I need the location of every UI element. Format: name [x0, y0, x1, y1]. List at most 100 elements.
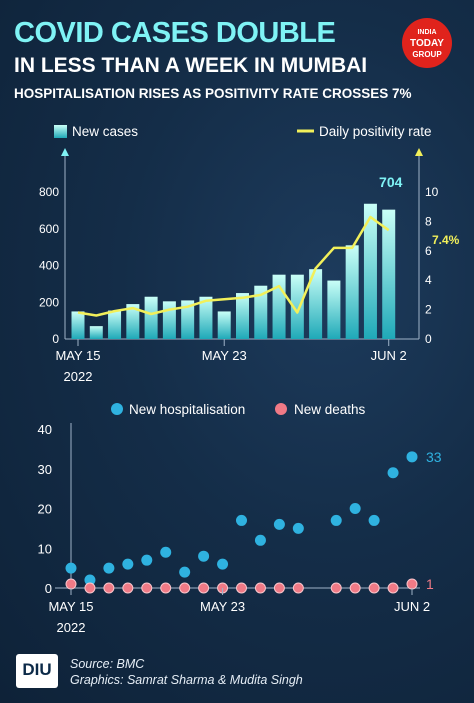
- hospitalisation-point: [198, 550, 210, 562]
- cases-bar: [382, 209, 396, 339]
- hospitalisation-point: [368, 514, 380, 526]
- cases-chart: 0 200 400 600 800 0 2 4 6 8 10 704 7.4% New cases Dail…: [39, 124, 460, 384]
- source-note: Source: BMC: [70, 657, 145, 671]
- x-tick-label: MAY 15: [48, 599, 93, 614]
- deaths-point: [254, 582, 266, 594]
- hospitalisation-point: [254, 534, 266, 546]
- cases-bar: [108, 310, 122, 339]
- deaths-point: [141, 582, 153, 594]
- hospitalisation-point: [236, 514, 247, 526]
- hospitalisation-point: [179, 566, 191, 578]
- deaths-point: [330, 582, 342, 594]
- hospitalisation-point: [217, 558, 229, 570]
- cases-bar: [217, 311, 231, 339]
- cases-bar: [327, 280, 341, 339]
- x-tick-year-label: 2022: [57, 620, 86, 635]
- y-right-tick-label: 4: [425, 273, 432, 287]
- deaths-point: [65, 578, 77, 590]
- legend-label-hospitalisation: New hospitalisation: [129, 402, 245, 417]
- y-tick-label: 30: [38, 462, 52, 477]
- hospitalisation-point: [292, 522, 304, 534]
- deaths-point: [349, 582, 361, 594]
- hospitalisation-point: [84, 574, 96, 586]
- deaths-point: [236, 582, 247, 594]
- cases-bar: [199, 296, 213, 339]
- hospitalisation-point: [387, 467, 399, 479]
- positivity-last-value-label: 7.4%: [432, 233, 460, 247]
- cases-bar: [126, 304, 140, 339]
- cases-bar: [363, 203, 377, 339]
- hospitalisation-point: [349, 503, 361, 514]
- y-tick-label: 0: [45, 581, 52, 596]
- y-right-tick-label: 0: [425, 332, 432, 346]
- chart-title: COVID CASES DOUBLE: [14, 17, 336, 49]
- x-tick-label: MAY 23: [200, 599, 245, 614]
- cases-bar: [162, 301, 176, 339]
- cases-bar: [345, 245, 359, 339]
- diu-logo: DIU: [16, 654, 58, 688]
- deaths-point: [122, 582, 134, 594]
- y-left-tick-label: 0: [52, 332, 59, 346]
- y-left-tick-label: 800: [39, 185, 59, 199]
- legend-label-deaths: New deaths: [294, 402, 366, 417]
- cases-bar: [236, 293, 249, 339]
- x-tick-year-label: 2022: [64, 369, 93, 384]
- legend-swatch-hospitalisation: [111, 403, 123, 415]
- hospitalisation-point: [122, 558, 134, 570]
- chart-subtitle: HOSPITALISATION RISES AS POSITIVITY RATE…: [14, 86, 412, 101]
- hospitalisation-point: [141, 554, 153, 566]
- y-right-tick-label: 6: [425, 244, 432, 258]
- cases-bar: [254, 285, 268, 339]
- hospitalisation-last-value-label: 33: [426, 449, 442, 465]
- deaths-point: [160, 582, 172, 594]
- deaths-point: [84, 582, 96, 594]
- y-tick-label: 40: [38, 422, 52, 437]
- y-tick-label: 20: [38, 502, 52, 517]
- hospitalisation-point: [160, 546, 172, 558]
- cases-bar: [89, 326, 103, 339]
- cases-bar: [181, 300, 195, 339]
- y-left-tick-label: 600: [39, 222, 59, 236]
- y-right-tick-label: 10: [425, 185, 439, 199]
- logo-text-india: INDIA: [417, 28, 437, 36]
- x-tick-label: JUN 2: [371, 348, 407, 363]
- y-right-tick-label: 2: [425, 303, 432, 317]
- deaths-point: [103, 582, 115, 594]
- deaths-point: [273, 582, 285, 594]
- hospitalisation-point: [406, 451, 418, 463]
- cases-bar: [309, 269, 323, 339]
- hospitalisation-chart: 0 10 20 30 40 33 1 New hospitalisation New death…: [38, 402, 442, 635]
- cases-bar: [144, 296, 158, 339]
- logo-text-today: TODAY: [410, 37, 444, 49]
- hospitalisation-point: [65, 562, 77, 574]
- x-tick-label: MAY 23: [202, 348, 247, 363]
- y-left-tick-label: 400: [39, 259, 59, 273]
- cases-bar: [290, 274, 304, 339]
- y-axis-left-arrow: [61, 148, 69, 156]
- legend-swatch-new-cases: [54, 125, 67, 138]
- cases-bar: [71, 311, 85, 339]
- deaths-point: [179, 582, 191, 594]
- hospitalisation-point: [330, 514, 342, 526]
- legend-swatch-deaths: [275, 403, 287, 415]
- hospitalisation-point: [273, 518, 285, 530]
- deaths-point: [292, 582, 304, 594]
- y-left-tick-label: 200: [39, 295, 59, 309]
- deaths-last-value-label: 1: [426, 576, 434, 592]
- y-tick-label: 10: [38, 541, 52, 556]
- x-tick-label: JUN 2: [394, 599, 430, 614]
- india-today-group-logo: INDIA TODAY GROUP: [402, 18, 452, 68]
- positivity-rate-line: [77, 215, 390, 317]
- graphics-credit: Graphics: Samrat Sharma & Mudita Singh: [70, 673, 303, 687]
- y-right-tick-label: 8: [425, 214, 432, 228]
- hospitalisation-point: [103, 562, 115, 574]
- deaths-point: [387, 582, 399, 594]
- x-tick-label: MAY 15: [55, 348, 100, 363]
- deaths-point: [198, 582, 210, 594]
- cases-last-value-label: 704: [379, 174, 403, 190]
- legend-label-new-cases: New cases: [72, 124, 138, 139]
- deaths-point: [406, 578, 418, 590]
- cases-bar: [272, 274, 286, 339]
- logo-text-group: GROUP: [412, 49, 442, 59]
